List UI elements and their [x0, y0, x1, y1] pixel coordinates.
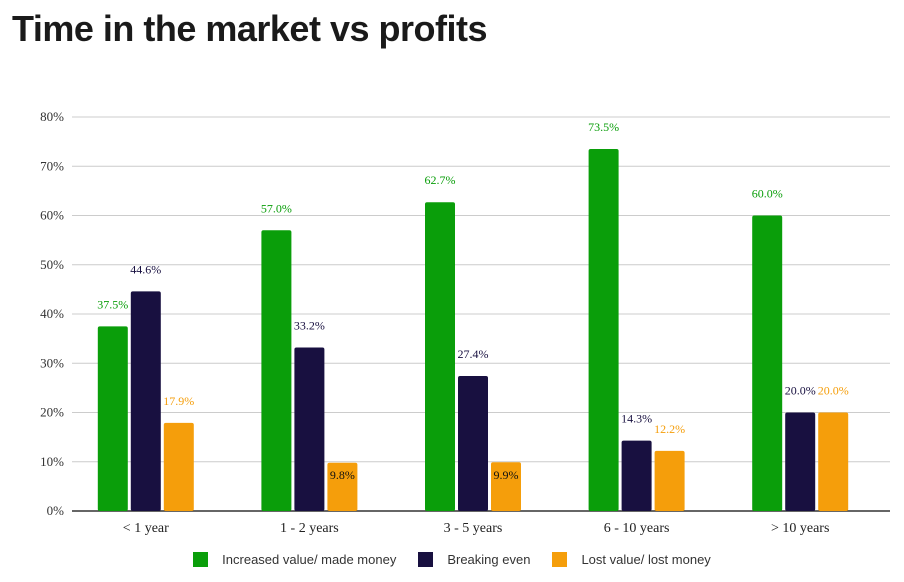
y-tick-label: 50% — [40, 257, 64, 272]
data-label: 37.5% — [97, 297, 128, 311]
bar — [752, 215, 783, 511]
x-category-label: 3 - 5 years — [444, 521, 503, 536]
bar — [458, 376, 488, 511]
x-category-label: > 10 years — [771, 521, 829, 536]
bar — [588, 149, 619, 511]
data-label: 60.0% — [752, 187, 783, 201]
chart-legend: Increased value/ made money Breaking even… — [0, 552, 904, 567]
data-label: 20.0% — [785, 384, 816, 398]
y-tick-label: 20% — [40, 405, 64, 420]
bar — [327, 462, 358, 511]
data-label: 20.0% — [818, 384, 849, 398]
y-tick-label: 40% — [40, 306, 64, 321]
chart-title: Time in the market vs profits — [12, 8, 487, 49]
bar — [654, 450, 685, 511]
data-label: 17.9% — [163, 394, 194, 408]
bar — [621, 440, 652, 511]
legend-swatch — [552, 552, 568, 567]
y-tick-label: 10% — [40, 454, 64, 469]
x-category-label: 1 - 2 years — [280, 521, 339, 536]
legend-label: Breaking even — [447, 552, 531, 567]
y-tick-label: 30% — [40, 355, 64, 370]
x-category-label: < 1 year — [123, 521, 169, 536]
bar-chart: 0% 10% 20% 30% 40% 50% 60% 70% 80% 37.5% 44.6% 17.9… — [40, 109, 890, 536]
legend-label: Increased value/ made money — [222, 552, 397, 567]
data-label: 73.5% — [588, 120, 619, 134]
y-tick-label: 0% — [47, 503, 65, 518]
data-label: 62.7% — [425, 173, 456, 187]
data-label: 12.2% — [654, 422, 685, 436]
legend-swatch — [418, 552, 434, 567]
legend-item: Increased value/ made money — [193, 552, 396, 567]
data-label: 57.0% — [261, 201, 292, 215]
bar — [491, 462, 521, 511]
y-tick-label: 80% — [40, 109, 64, 124]
data-label: 33.2% — [294, 318, 325, 332]
legend-label: Lost value/ lost money — [581, 552, 711, 567]
data-label: 9.9% — [494, 468, 519, 482]
y-tick-label: 60% — [40, 208, 64, 223]
bar — [294, 347, 325, 511]
bar — [130, 291, 161, 511]
bar — [163, 422, 194, 511]
legend-swatch — [193, 552, 209, 567]
data-label: 9.8% — [330, 468, 355, 482]
bar — [425, 202, 455, 511]
x-category-label: 6 - 10 years — [604, 521, 670, 536]
legend-item: Lost value/ lost money — [552, 552, 711, 567]
legend-item: Breaking even — [418, 552, 530, 567]
bar — [97, 326, 128, 511]
bar — [818, 412, 849, 511]
bar — [261, 230, 292, 511]
data-label: 27.4% — [458, 347, 489, 361]
data-label: 44.6% — [130, 262, 161, 276]
data-label: 14.3% — [621, 412, 652, 426]
bar — [785, 412, 816, 511]
y-tick-label: 70% — [40, 158, 64, 173]
